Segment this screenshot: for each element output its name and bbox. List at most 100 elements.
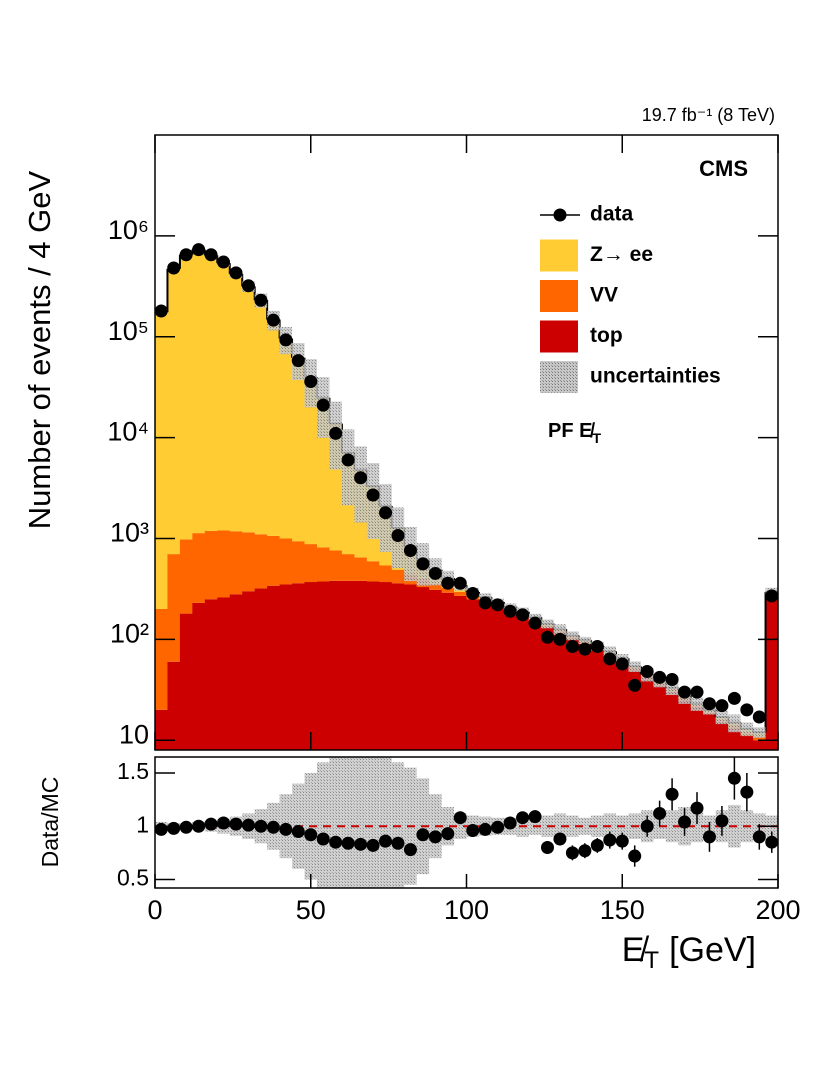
data-point [727,691,741,705]
annotation: PF E̸T [548,420,601,445]
stack-bar [366,561,380,582]
data-point [690,685,704,699]
stack-bar [204,255,218,531]
uncertainty-band [728,714,741,733]
stack-bar [179,254,193,540]
ratio-uncertainty-band [665,810,679,843]
ratio-point [503,816,517,830]
stack-bar [429,589,442,750]
data-point [590,639,604,653]
ratio-point [155,822,168,836]
ratio-point [727,771,741,785]
legend-swatch [540,320,578,353]
ratio-point [478,822,492,836]
uncertainty-band [603,646,617,657]
stack-bar [603,654,617,750]
x-tick-label: 100 [444,895,489,925]
stack-bar [229,273,243,532]
ratio-point [217,816,231,830]
ratio-uncertainty-band [366,757,380,888]
stack-bar [379,565,393,583]
ratio-point [241,818,255,832]
stack-bar [217,597,231,750]
stack-bar [167,554,181,662]
data-point [204,248,218,262]
stack-bar [391,569,405,584]
x-tick-label: 200 [755,895,800,925]
stack-bar [690,707,704,750]
ratio-point [628,849,642,863]
data-point [665,672,679,686]
ratio-uncertainty-band [591,815,604,837]
ratio-point [491,820,505,834]
stack-bar [740,736,754,750]
data-point [291,354,305,368]
stack-bar [640,677,654,750]
y-tick-label: 10 [119,719,149,749]
ratio-uncertainty-band [553,813,567,840]
stack-bar [292,357,305,542]
data-point [503,604,517,618]
ratio-frame [154,756,779,889]
stack-bar [217,263,231,531]
ratio-point [578,844,592,858]
data-point [254,293,268,307]
legend-label: data [590,203,634,226]
stack-bar [192,602,206,750]
stack-bar [553,633,567,750]
stack-bar [167,661,181,750]
stack-bar [254,534,268,589]
ratio-point [702,830,716,844]
data-point [628,678,642,692]
stack-bar [242,591,256,750]
ratio-point [229,817,243,831]
data-point [217,255,231,269]
ratio-uncertainty-band [354,757,367,888]
data-point [155,304,168,318]
stack-bar [267,535,280,586]
stack-bar [267,585,280,750]
legend-swatch [540,361,578,393]
cms-label: CMS [699,156,748,181]
ratio-point [204,817,218,831]
y-axis-label: Number of events / 4 GeV [22,170,57,529]
y-tick-label: 10⁵ [108,316,149,346]
ratio-point [403,843,417,857]
ratio-y-tick-label: 1 [136,811,149,837]
y-tick-label: 10⁴ [107,417,149,447]
stack-bar [516,616,530,750]
ratio-uncertainty-band [391,762,405,888]
data-point [516,608,530,622]
stack-bar [765,592,778,750]
stack-bar [715,722,729,750]
ratio-point [590,838,604,852]
stack-bar [578,643,592,750]
data-point [578,642,592,656]
ratio-point [528,810,542,824]
ratio-uncertainty-band [341,757,355,888]
ratio-point [379,834,393,848]
stack-bar [242,532,256,592]
data-point [702,697,716,711]
ratio-uncertainty-band [379,757,392,888]
stack-bar [292,541,305,584]
x-tick-label: 150 [600,895,645,925]
uncertainty-band [690,697,704,711]
stack-bar [304,544,318,583]
stack-bar [329,580,343,750]
stack-bar [591,649,604,750]
ratio-point [179,820,193,834]
uncertainty-band [553,624,567,635]
stack-bar [329,550,343,581]
data-point [752,710,766,724]
ratio-plot [155,757,778,888]
data-point [192,243,206,257]
ratio-point [603,833,617,847]
y-tick-label: 10³ [110,518,149,548]
ratio-point [316,832,330,846]
stack-bar [267,319,280,536]
ratio-y-tick-label: 1.5 [117,758,149,784]
x-tick-label: 0 [147,895,162,925]
data-point [565,639,579,653]
